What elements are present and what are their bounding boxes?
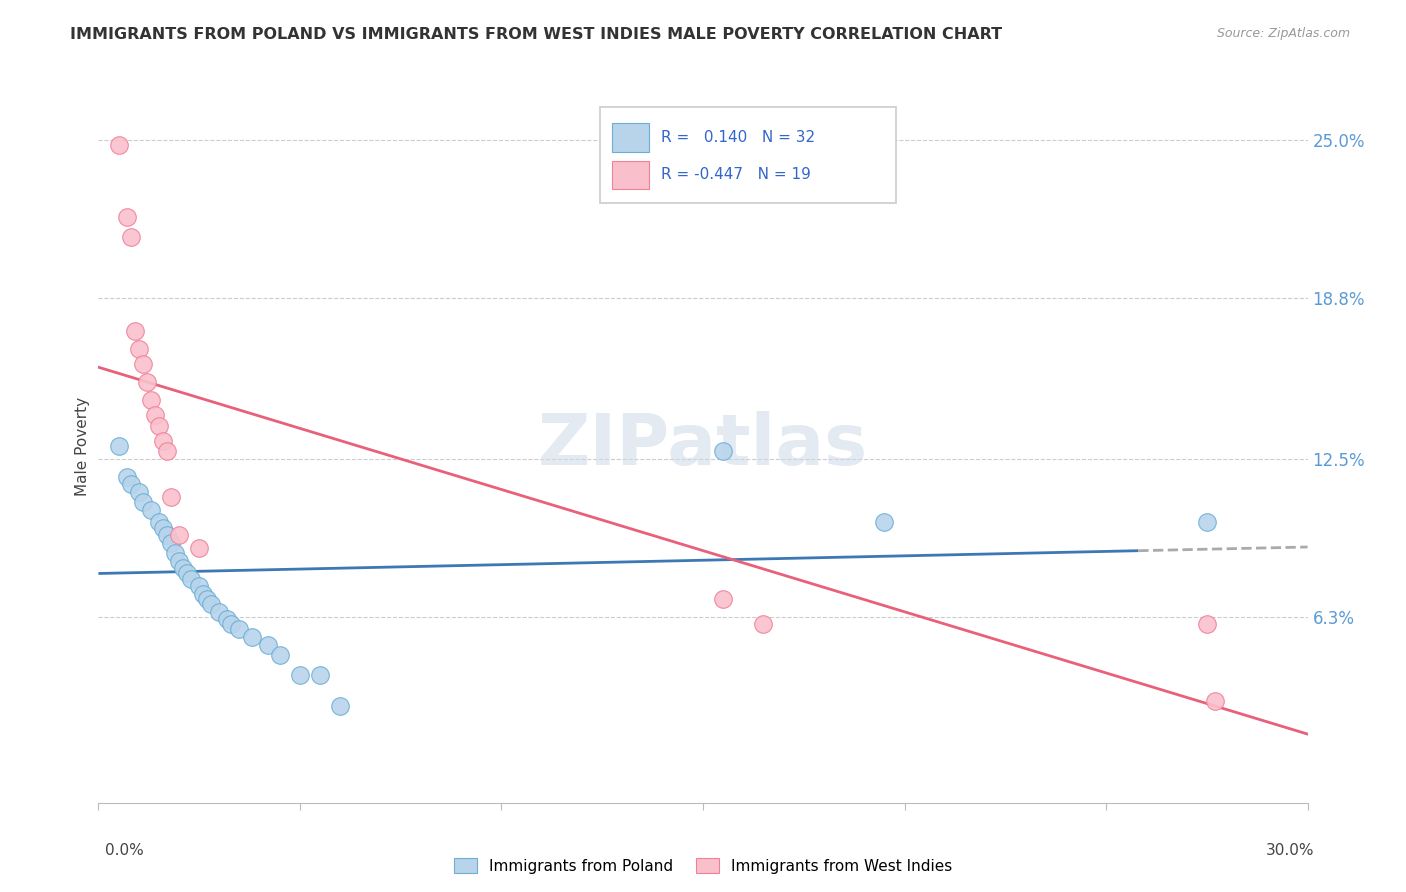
Point (180, 572, 202, 586)
Point (200, 597, 222, 611)
Point (217, 612, 239, 626)
Point (711, 591, 734, 606)
Point (132, 495, 155, 509)
Point (148, 516, 170, 530)
Point (188, 541, 211, 555)
Point (269, 648, 291, 662)
Point (160, 490, 183, 504)
Point (711, 444, 734, 458)
Point (1195, 516, 1218, 530)
Point (148, 418, 170, 433)
FancyBboxPatch shape (613, 161, 648, 189)
Point (208, 605, 231, 619)
Point (752, 617, 775, 632)
Text: IMMIGRANTS FROM POLAND VS IMMIGRANTS FROM WEST INDIES MALE POVERTY CORRELATION C: IMMIGRANTS FROM POLAND VS IMMIGRANTS FRO… (70, 27, 1002, 42)
Point (221, 617, 243, 632)
Point (152, 520, 174, 534)
Point (139, 502, 162, 516)
Point (115, 469, 138, 483)
Point (120, 477, 142, 491)
Point (156, 528, 179, 542)
Point (240, 630, 263, 644)
Point (124, 324, 146, 338)
Point (152, 434, 174, 448)
Text: 30.0%: 30.0% (1267, 843, 1315, 858)
Point (256, 638, 278, 652)
Point (309, 668, 332, 682)
Y-axis label: Male Poverty: Male Poverty (75, 396, 90, 496)
Point (163, 546, 186, 560)
Point (160, 536, 183, 550)
Point (873, 516, 896, 530)
Text: 0.0%: 0.0% (105, 843, 145, 858)
Point (156, 444, 179, 458)
Point (167, 554, 190, 568)
Point (128, 484, 150, 499)
FancyBboxPatch shape (600, 107, 897, 203)
Point (188, 579, 211, 593)
Text: R = -0.447   N = 19: R = -0.447 N = 19 (661, 168, 810, 182)
Point (107, 138, 129, 153)
Point (1195, 617, 1218, 632)
Legend: Immigrants from Poland, Immigrants from West Indies: Immigrants from Poland, Immigrants from … (447, 852, 959, 880)
Point (167, 528, 190, 542)
Text: Source: ZipAtlas.com: Source: ZipAtlas.com (1216, 27, 1350, 40)
Point (193, 587, 215, 601)
Point (172, 561, 194, 575)
Point (1204, 694, 1226, 708)
Point (139, 393, 162, 408)
Text: R =   0.140   N = 32: R = 0.140 N = 32 (661, 130, 815, 145)
Point (288, 668, 311, 682)
Point (195, 591, 218, 606)
Point (107, 439, 129, 453)
Point (143, 409, 166, 423)
Point (132, 358, 155, 372)
Point (228, 623, 250, 637)
Text: ZIPatlas: ZIPatlas (538, 411, 868, 481)
FancyBboxPatch shape (613, 123, 648, 152)
Point (120, 230, 142, 244)
Point (135, 376, 157, 390)
Point (115, 210, 138, 224)
Point (329, 698, 352, 713)
Point (176, 566, 198, 581)
Point (128, 342, 150, 356)
